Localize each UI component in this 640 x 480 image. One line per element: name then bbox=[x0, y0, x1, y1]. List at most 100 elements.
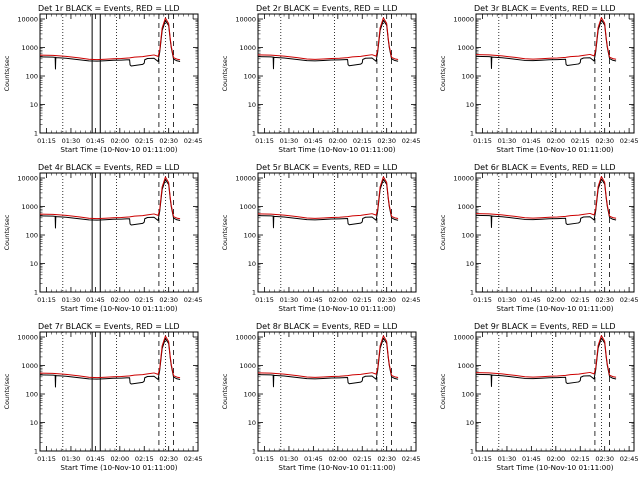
y-tick-label: 1000 bbox=[457, 44, 474, 52]
detector-panel: Det 9r BLACK = Events, RED = LLD Counts/s… bbox=[439, 322, 638, 472]
x-tick-label: 02:30 bbox=[159, 296, 178, 304]
plot-frame bbox=[475, 172, 635, 293]
y-axis-label: Counts/sec bbox=[3, 373, 11, 409]
panel-title: Det 2r BLACK = Events, RED = LLD bbox=[256, 4, 398, 13]
lld-series-line bbox=[258, 17, 399, 60]
x-tick-label: 01:15 bbox=[255, 455, 274, 463]
y-tick-label: 100 bbox=[26, 232, 38, 240]
x-tick-label: 02:15 bbox=[353, 137, 372, 145]
x-axis-label: Start Time (10-Nov-10 01:11:00) bbox=[496, 304, 613, 313]
y-axis-label: Counts/sec bbox=[221, 55, 229, 91]
y-axis-label: Counts/sec bbox=[221, 214, 229, 250]
y-tick-label: 10 bbox=[466, 419, 474, 427]
y-tick-label: 10 bbox=[466, 260, 474, 268]
x-tick-label: 01:45 bbox=[86, 137, 105, 145]
x-tick-label: 01:30 bbox=[280, 455, 299, 463]
y-tick-label: 100 bbox=[244, 232, 256, 240]
panel-title: Det 8r BLACK = Events, RED = LLD bbox=[256, 322, 398, 331]
x-tick-label: 01:30 bbox=[62, 296, 81, 304]
x-tick-label: 01:15 bbox=[255, 296, 274, 304]
x-tick-label: 02:45 bbox=[402, 296, 421, 304]
x-tick-label: 02:00 bbox=[328, 455, 347, 463]
y-tick-label: 1000 bbox=[457, 362, 474, 370]
plot-data-area bbox=[258, 332, 399, 451]
x-tick-label: 02:15 bbox=[135, 455, 154, 463]
y-tick-label: 10000 bbox=[235, 334, 256, 342]
y-tick-label: 1000 bbox=[21, 203, 38, 211]
x-tick-label: 01:30 bbox=[280, 137, 299, 145]
y-tick-label: 10000 bbox=[453, 16, 474, 24]
panel-title: Det 7r BLACK = Events, RED = LLD bbox=[38, 322, 180, 331]
detector-panel: Det 2r BLACK = Events, RED = LLD Counts/s… bbox=[221, 4, 420, 154]
plot-frame bbox=[39, 13, 199, 134]
x-tick-label: 02:45 bbox=[184, 455, 203, 463]
y-tick-label: 10000 bbox=[235, 175, 256, 183]
plot-frame bbox=[257, 13, 417, 134]
x-axis-label: Start Time (10-Nov-10 01:11:00) bbox=[60, 145, 177, 154]
x-tick-label: 02:00 bbox=[110, 296, 129, 304]
y-tick-label: 10000 bbox=[17, 16, 38, 24]
y-tick-label: 10 bbox=[466, 101, 474, 109]
x-tick-label: 02:00 bbox=[110, 137, 129, 145]
y-tick-label: 10 bbox=[248, 419, 256, 427]
x-tick-label: 01:45 bbox=[304, 296, 323, 304]
panel-title: Det 5r BLACK = Events, RED = LLD bbox=[256, 163, 398, 172]
y-tick-label: 10 bbox=[30, 260, 38, 268]
y-tick-label: 10 bbox=[30, 419, 38, 427]
x-tick-label: 02:30 bbox=[595, 455, 614, 463]
y-tick-label: 100 bbox=[26, 391, 38, 399]
lld-series-line bbox=[476, 17, 617, 60]
y-tick-label: 1 bbox=[252, 289, 256, 297]
x-tick-label: 01:45 bbox=[86, 455, 105, 463]
detector-panel: Det 3r BLACK = Events, RED = LLD Counts/s… bbox=[439, 4, 638, 154]
y-tick-label: 10 bbox=[30, 101, 38, 109]
y-tick-label: 1000 bbox=[239, 203, 256, 211]
y-tick-label: 1000 bbox=[239, 44, 256, 52]
x-tick-label: 02:45 bbox=[402, 137, 421, 145]
x-axis-label: Start Time (10-Nov-10 01:11:00) bbox=[60, 304, 177, 313]
panel-title: Det 1r BLACK = Events, RED = LLD bbox=[38, 4, 180, 13]
detector-panel: Det 5r BLACK = Events, RED = LLD Counts/s… bbox=[221, 163, 420, 313]
x-tick-label: 01:30 bbox=[62, 137, 81, 145]
plot-frame bbox=[257, 172, 417, 293]
y-tick-label: 10000 bbox=[17, 334, 38, 342]
x-tick-label: 01:45 bbox=[522, 296, 541, 304]
y-tick-label: 100 bbox=[462, 391, 474, 399]
y-tick-label: 1 bbox=[470, 289, 474, 297]
y-tick-label: 1 bbox=[34, 289, 38, 297]
x-tick-label: 02:00 bbox=[546, 296, 565, 304]
y-tick-label: 1 bbox=[252, 448, 256, 456]
y-tick-label: 1 bbox=[252, 130, 256, 138]
x-tick-label: 02:30 bbox=[159, 455, 178, 463]
panel-title: Det 3r BLACK = Events, RED = LLD bbox=[474, 4, 616, 13]
x-tick-label: 02:30 bbox=[377, 296, 396, 304]
y-tick-label: 10 bbox=[248, 260, 256, 268]
plot-frame bbox=[475, 13, 635, 134]
x-axis-label: Start Time (10-Nov-10 01:11:00) bbox=[278, 304, 395, 313]
x-tick-label: 02:45 bbox=[620, 455, 639, 463]
y-axis-label: Counts/sec bbox=[3, 214, 11, 250]
x-axis-label: Start Time (10-Nov-10 01:11:00) bbox=[496, 463, 613, 472]
x-tick-label: 01:45 bbox=[522, 137, 541, 145]
y-axis-label: Counts/sec bbox=[439, 55, 447, 91]
plot-data-area bbox=[40, 332, 181, 451]
y-tick-label: 1000 bbox=[21, 362, 38, 370]
x-tick-label: 01:45 bbox=[522, 455, 541, 463]
y-axis-label: Counts/sec bbox=[3, 55, 11, 91]
detector-panel: Det 1r BLACK = Events, RED = LLD Counts/s… bbox=[3, 4, 202, 154]
y-tick-label: 100 bbox=[462, 73, 474, 81]
plot-data-area bbox=[476, 14, 617, 133]
x-tick-label: 02:15 bbox=[353, 455, 372, 463]
y-axis-label: Counts/sec bbox=[439, 373, 447, 409]
x-tick-label: 02:45 bbox=[184, 137, 203, 145]
x-axis-label: Start Time (10-Nov-10 01:11:00) bbox=[278, 145, 395, 154]
x-tick-label: 02:15 bbox=[571, 137, 590, 145]
plot-data-area bbox=[40, 14, 181, 133]
x-tick-label: 02:15 bbox=[571, 455, 590, 463]
plot-frame bbox=[257, 331, 417, 452]
x-tick-label: 02:30 bbox=[377, 137, 396, 145]
x-tick-label: 02:30 bbox=[377, 455, 396, 463]
lld-series-line bbox=[258, 335, 399, 378]
x-tick-label: 02:00 bbox=[328, 296, 347, 304]
x-tick-label: 02:00 bbox=[546, 455, 565, 463]
